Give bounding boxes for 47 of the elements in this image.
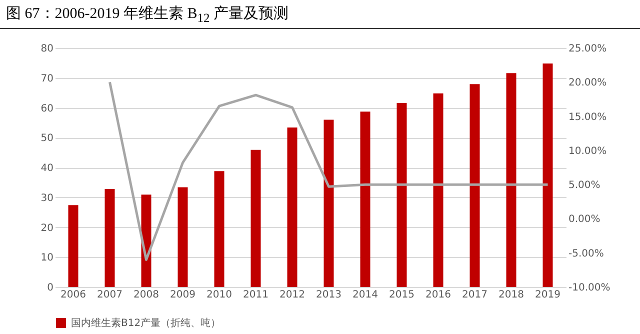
x-tick-label: 2013 [316, 290, 342, 300]
x-tick-label: 2012 [280, 290, 305, 300]
bar [324, 120, 334, 287]
x-tick-label: 2018 [498, 290, 524, 300]
x-tick-label: 2008 [134, 290, 159, 300]
bar [68, 205, 78, 287]
y-tick-label: 70 [40, 73, 54, 84]
line-series [108, 80, 549, 261]
x-tick-label: 2017 [462, 290, 488, 300]
bar [104, 189, 115, 287]
x-tick-label: 2014 [352, 290, 378, 300]
bar [542, 64, 553, 287]
y2-tick-label: 0.00% [568, 214, 600, 226]
y2-tick-label: 25.00% [568, 44, 607, 54]
x-tick-label: 2015 [389, 290, 414, 300]
bar [287, 127, 298, 287]
chart-title: 图 67：2006-2019 年维生素 B$_{12}$ 产量及预测 [0, 0, 640, 29]
x-tick-label: 2019 [535, 290, 560, 300]
y2-tick-label: 15.00% [568, 112, 607, 123]
y2-tick-label: 10.00% [568, 146, 607, 157]
x-tick-label: 2009 [170, 290, 196, 300]
x-tick-label: 2007 [97, 290, 122, 300]
y2-tick-label: -10.00% [568, 282, 610, 294]
bar [178, 187, 188, 287]
x-tick-label: 2010 [206, 290, 232, 300]
x-tick-label: 2011 [243, 290, 268, 300]
y-tick-label: 0 [47, 282, 54, 294]
y-tick-label: 60 [40, 103, 54, 114]
y-tick-label: 40 [40, 163, 54, 174]
legend-label: 国内维生素B12产量（折纯、吨） [71, 317, 221, 329]
bar [506, 73, 516, 287]
bar [250, 150, 261, 287]
y2-tick-label: 20.00% [568, 78, 607, 89]
bar [470, 84, 480, 287]
y2-tick-label: 5.00% [568, 180, 600, 192]
bar [433, 93, 444, 287]
y-tick-label: 10 [40, 252, 54, 264]
y2-tick-label: -5.00% [568, 248, 604, 260]
x-tick-label: 2016 [426, 290, 451, 300]
bar [396, 102, 407, 287]
y-tick-label: 30 [40, 192, 54, 204]
y-tick-label: 80 [40, 44, 54, 54]
x-tick-label: 2006 [60, 290, 86, 300]
bar [214, 171, 224, 287]
y-tick-label: 20 [40, 222, 54, 234]
bar [360, 112, 370, 287]
y-tick-label: 50 [40, 133, 54, 144]
